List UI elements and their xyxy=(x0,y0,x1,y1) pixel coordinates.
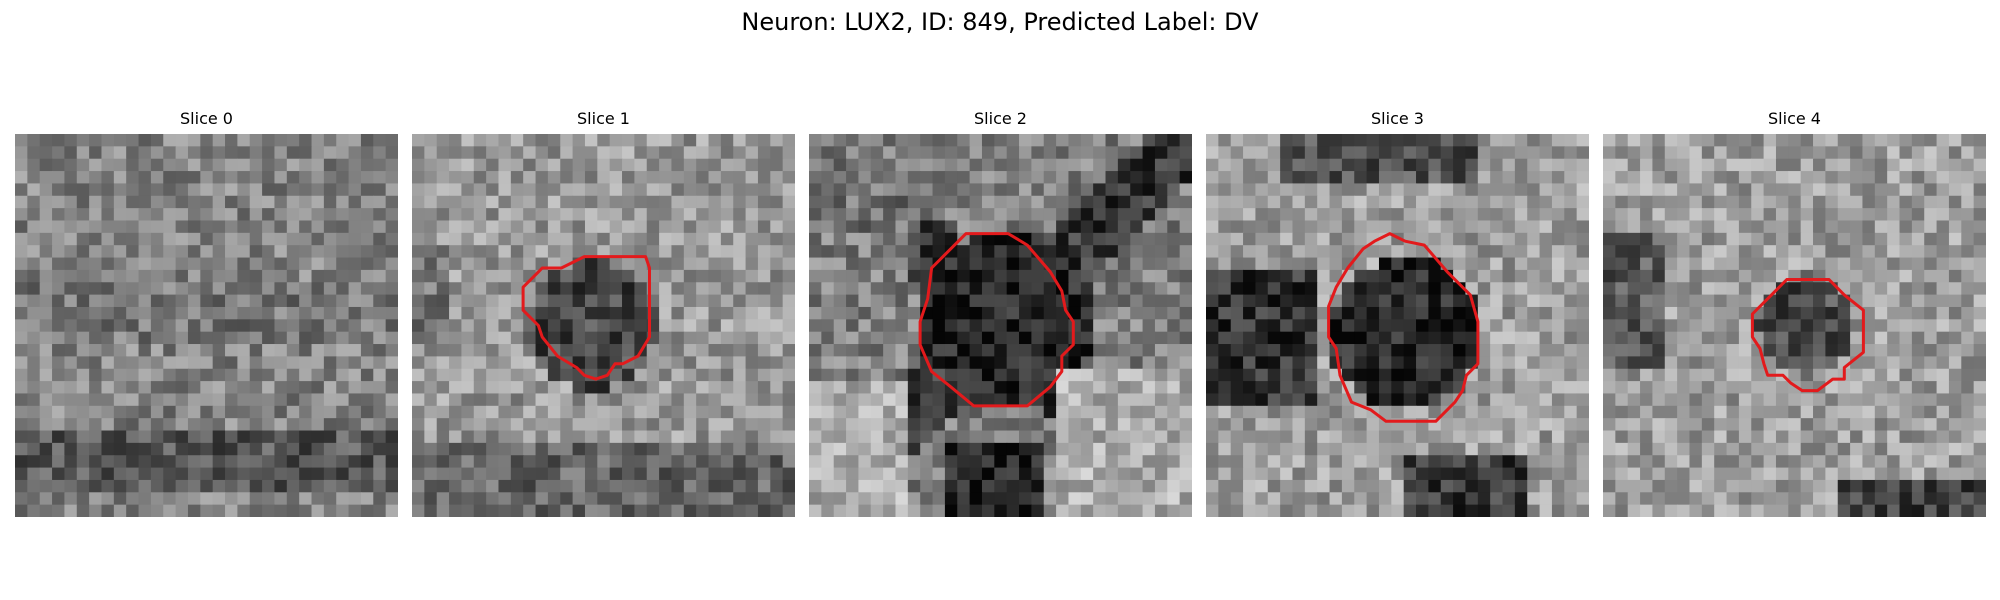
roi-contour xyxy=(1327,232,1480,423)
pixel-grid xyxy=(412,134,795,517)
slice-panel-2: Slice 2 xyxy=(809,108,1192,520)
slice-title: Slice 3 xyxy=(1371,109,1424,128)
slice-image-4 xyxy=(1603,134,1986,517)
roi-contour xyxy=(918,232,1075,408)
roi-contour xyxy=(521,255,651,381)
slice-image-3 xyxy=(1206,134,1589,517)
pixel-grid xyxy=(1206,134,1589,517)
slice-panel-0: Slice 0 xyxy=(15,108,398,520)
slice-image-0 xyxy=(15,134,398,517)
slice-title: Slice 2 xyxy=(974,109,1027,128)
slice-image-2 xyxy=(809,134,1192,517)
slice-title: Slice 0 xyxy=(180,109,233,128)
slice-panel-4: Slice 4 xyxy=(1603,108,1986,520)
slice-panel-1: Slice 1 xyxy=(412,108,795,520)
slice-title: Slice 4 xyxy=(1768,109,1821,128)
pixel-grid xyxy=(1603,134,1986,517)
pixel-grid xyxy=(15,134,398,517)
slice-title: Slice 1 xyxy=(577,109,630,128)
roi-contour xyxy=(1750,278,1865,393)
slice-panel-3: Slice 3 xyxy=(1206,108,1589,520)
figure-title: Neuron: LUX2, ID: 849, Predicted Label: … xyxy=(741,8,1259,36)
slice-image-1 xyxy=(412,134,795,517)
pixel-grid xyxy=(809,134,1192,517)
